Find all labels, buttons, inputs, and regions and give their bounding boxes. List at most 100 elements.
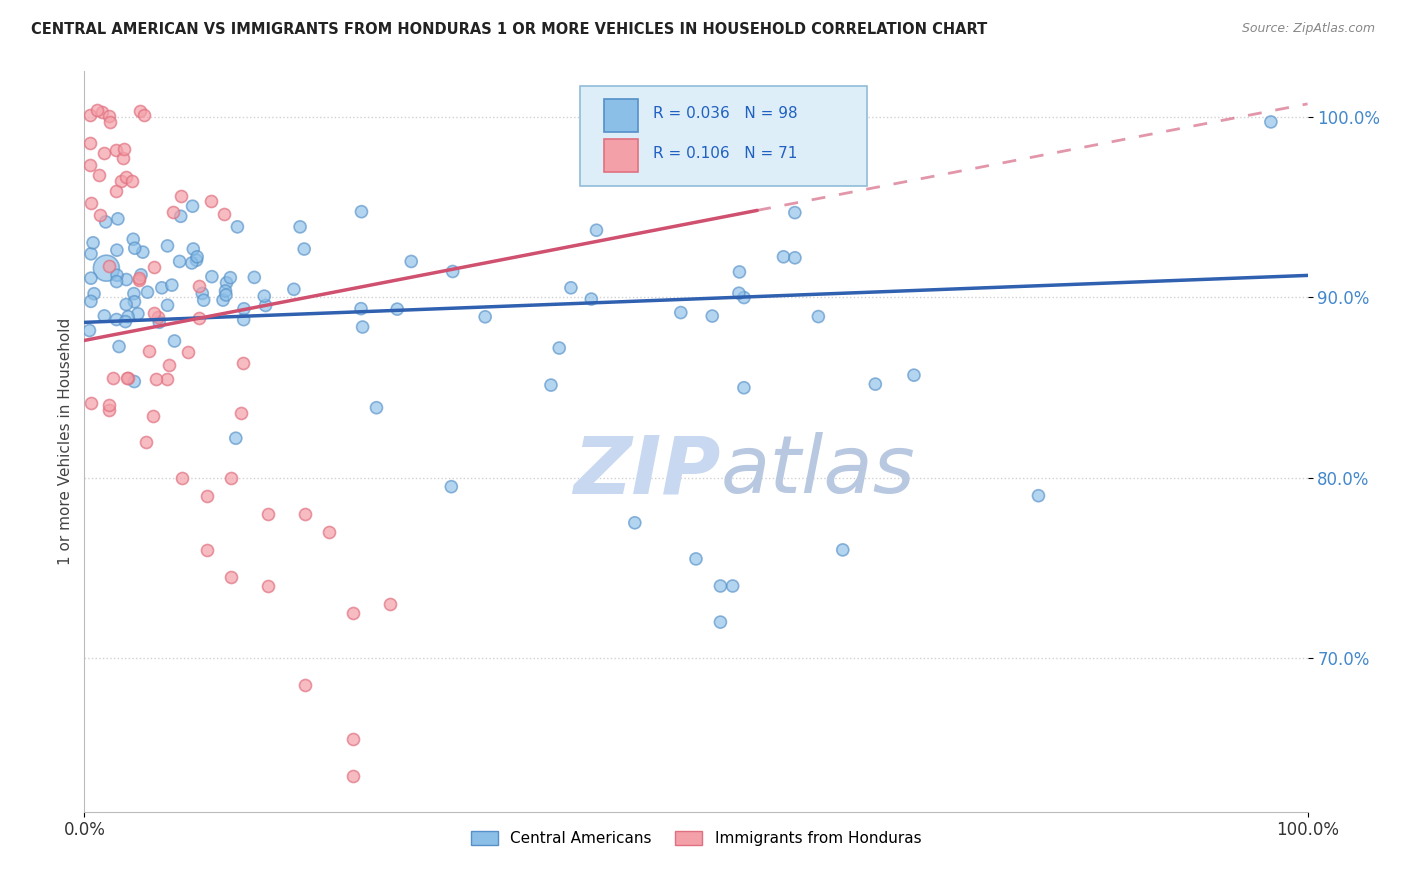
Legend: Central Americans, Immigrants from Honduras: Central Americans, Immigrants from Hondu…	[464, 825, 928, 852]
Point	[214, 207, 236, 221]
Point	[783, 251, 806, 265]
Point	[163, 334, 186, 348]
Point	[104, 184, 127, 198]
Point	[79, 136, 101, 151]
Point	[105, 275, 128, 289]
Point	[1028, 489, 1050, 503]
Point	[294, 507, 316, 521]
Point	[124, 294, 146, 309]
Point	[540, 378, 562, 392]
Point	[342, 732, 364, 747]
Point	[156, 239, 179, 253]
Point	[180, 256, 202, 270]
Point	[201, 269, 224, 284]
Point	[831, 542, 853, 557]
Point	[807, 310, 830, 324]
Point	[233, 301, 256, 316]
Text: Source: ZipAtlas.com: Source: ZipAtlas.com	[1241, 22, 1375, 36]
Bar	[605, 99, 638, 132]
Point	[96, 261, 118, 276]
Point	[350, 204, 373, 219]
Point	[721, 579, 744, 593]
Point	[105, 243, 128, 257]
Point	[624, 516, 647, 530]
Point	[80, 294, 103, 309]
Point	[399, 254, 422, 268]
Point	[91, 105, 114, 120]
Point	[254, 298, 277, 312]
Point	[156, 298, 179, 312]
Point	[124, 241, 146, 255]
Point	[772, 250, 794, 264]
Point	[709, 579, 731, 593]
Point	[257, 579, 280, 593]
Point	[350, 301, 373, 316]
Point	[191, 286, 214, 301]
Point	[440, 480, 463, 494]
FancyBboxPatch shape	[579, 87, 868, 186]
Point	[733, 291, 755, 305]
Point	[114, 315, 136, 329]
Point	[188, 311, 211, 326]
Point	[172, 470, 194, 484]
Point	[177, 345, 200, 359]
Point	[225, 431, 247, 445]
Point	[105, 312, 128, 326]
Point	[232, 356, 254, 370]
Point	[80, 271, 103, 285]
Point	[294, 678, 316, 692]
Point	[138, 344, 160, 359]
Point	[733, 381, 755, 395]
Point	[128, 103, 150, 118]
Point	[79, 108, 101, 122]
Point	[98, 115, 121, 129]
Point	[80, 196, 103, 211]
Point	[97, 259, 120, 273]
Point	[122, 232, 145, 246]
Point	[188, 279, 211, 293]
Point	[80, 396, 103, 410]
Y-axis label: 1 or more Vehicles in Household: 1 or more Vehicles in Household	[58, 318, 73, 566]
Point	[122, 286, 145, 301]
Text: CENTRAL AMERICAN VS IMMIGRANTS FROM HONDURAS 1 OR MORE VEHICLES IN HOUSEHOLD COR: CENTRAL AMERICAN VS IMMIGRANTS FROM HOND…	[31, 22, 987, 37]
Point	[79, 324, 101, 338]
Point	[169, 189, 191, 203]
Text: R = 0.106   N = 71: R = 0.106 N = 71	[654, 145, 797, 161]
Point	[105, 143, 128, 157]
Point	[121, 174, 143, 188]
Point	[380, 597, 402, 611]
Point	[214, 284, 236, 298]
Point	[156, 372, 179, 386]
Point	[82, 235, 104, 250]
Point	[709, 615, 731, 629]
Point	[112, 142, 135, 156]
Point	[115, 170, 138, 185]
Point	[195, 489, 218, 503]
Point	[243, 270, 266, 285]
Point	[128, 273, 150, 287]
Point	[162, 204, 184, 219]
Point	[97, 110, 120, 124]
Point	[702, 309, 724, 323]
Point	[253, 289, 276, 303]
Point	[215, 276, 238, 290]
Point	[212, 293, 235, 307]
Point	[83, 286, 105, 301]
Point	[115, 272, 138, 286]
Point	[80, 247, 103, 261]
Point	[145, 372, 167, 386]
Point	[474, 310, 496, 324]
Point	[803, 171, 825, 186]
Point	[257, 507, 280, 521]
Point	[231, 407, 253, 421]
Point	[124, 375, 146, 389]
Point	[728, 286, 751, 301]
Point	[117, 371, 139, 385]
Point	[585, 223, 607, 237]
Point	[226, 219, 249, 234]
Point	[292, 242, 315, 256]
Point	[127, 307, 149, 321]
Point	[728, 265, 751, 279]
Point	[132, 108, 155, 122]
Text: atlas: atlas	[720, 432, 915, 510]
